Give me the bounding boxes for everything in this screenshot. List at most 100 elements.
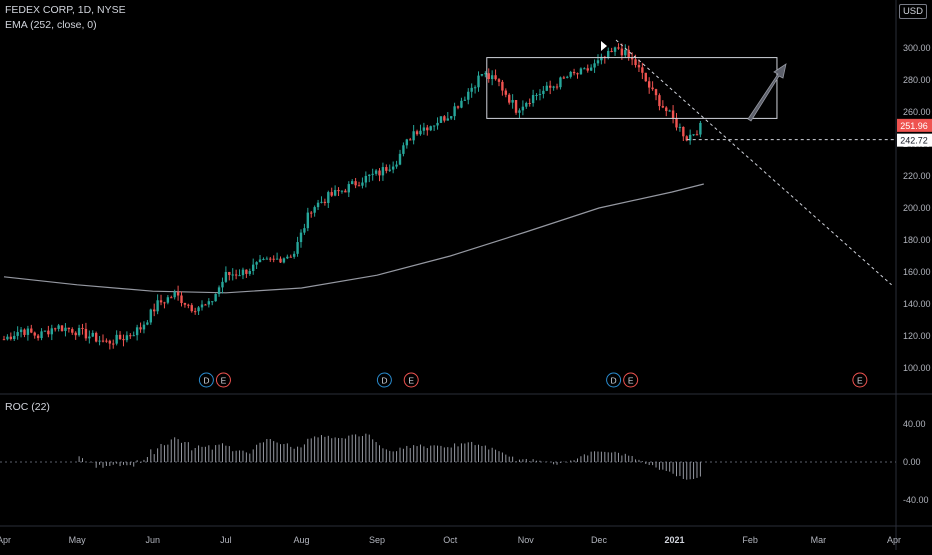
x-tick-label: Apr [0, 535, 11, 545]
candle-body [238, 275, 241, 277]
candle-body [443, 116, 446, 121]
candle-body [292, 253, 296, 257]
dividend-marker [376, 372, 392, 388]
candle-body [419, 130, 422, 135]
candle-body [320, 201, 323, 203]
candle-body [81, 327, 84, 329]
candle-body [470, 87, 473, 92]
candle-body [487, 73, 490, 79]
x-tick-label: Aug [293, 535, 309, 545]
x-tick-label: 2021 [665, 535, 685, 545]
last-price-label: 251.96 [900, 121, 928, 131]
candle-body [269, 258, 272, 260]
currency-badge[interactable]: USD [898, 4, 927, 19]
candle-body [350, 181, 354, 185]
candle-body [40, 331, 43, 339]
candle-body [364, 175, 368, 183]
candle-body [241, 269, 245, 276]
candle-body [258, 259, 262, 263]
candle-body [607, 50, 610, 58]
candle-body [101, 340, 105, 342]
candle-body [146, 322, 149, 325]
candle-body [248, 271, 251, 274]
x-tick-label: Mar [811, 535, 827, 545]
candle-body [187, 304, 190, 306]
candle-body [112, 343, 115, 345]
candle-body [518, 110, 521, 113]
candle-body [166, 297, 170, 303]
roc-tick-label: 0.00 [903, 457, 921, 467]
candle-body [654, 89, 658, 96]
candle-body [402, 145, 405, 154]
candle-body [627, 49, 630, 58]
candle-body [327, 192, 330, 203]
earnings-marker-label: E [857, 376, 863, 386]
range-rectangle [486, 57, 778, 119]
candle-body [149, 309, 152, 323]
dividend-marker [198, 372, 214, 388]
earnings-marker-label: E [408, 376, 414, 386]
candle-body [634, 59, 637, 66]
candle-body [456, 106, 460, 108]
x-tick-label: May [69, 535, 87, 545]
candle-body [74, 332, 77, 336]
candle-body [692, 134, 695, 136]
candle-body [688, 134, 692, 141]
candle-body [617, 47, 620, 49]
level-badge [897, 133, 932, 147]
candle-body [504, 90, 508, 95]
candle-body [50, 328, 53, 335]
candle-body [552, 86, 555, 88]
candle-body [559, 77, 562, 88]
candle-body [224, 271, 228, 282]
candle-body [678, 126, 682, 128]
candle-body [432, 125, 436, 127]
candle-body [436, 122, 439, 126]
candle-body [538, 93, 542, 95]
candle-body [190, 305, 193, 312]
candle-body [699, 122, 702, 135]
candle-body [630, 57, 634, 60]
candle-body [368, 174, 371, 176]
earnings-marker [623, 372, 639, 388]
candle-body [115, 334, 118, 344]
candle-body [228, 271, 231, 276]
candle-body [347, 184, 350, 193]
candle-body [105, 340, 108, 342]
candle-body [357, 185, 361, 187]
candle-body [84, 328, 88, 339]
candle-body [545, 85, 548, 91]
candle-body [531, 95, 535, 104]
ema-line [3, 183, 704, 294]
candle-body [682, 126, 685, 137]
candle-body [303, 228, 306, 233]
candle-body [593, 63, 596, 68]
candle-body [521, 106, 525, 111]
dividend-marker-label: D [203, 376, 209, 386]
candle-body [460, 100, 463, 108]
candle-body [473, 87, 477, 89]
candle-body [429, 126, 432, 131]
candle-body [535, 94, 538, 96]
candle-body [381, 167, 385, 176]
x-tick-label: Sep [369, 535, 385, 545]
candle-body [142, 324, 146, 330]
candle-body [665, 107, 668, 112]
candle-body [306, 212, 310, 229]
candle-body [344, 190, 347, 193]
candle-body [36, 335, 40, 339]
candle-body [675, 118, 678, 128]
candle-body [576, 73, 579, 75]
y-tick-label: 300.00 [903, 43, 931, 53]
x-tick-label: Jul [220, 535, 232, 545]
candle-body [661, 106, 665, 108]
candle-body [446, 118, 449, 121]
candle-body [221, 281, 224, 288]
candle-body [323, 201, 327, 203]
candle-body [252, 264, 255, 272]
candle-body [477, 75, 480, 88]
candle-body [64, 327, 67, 331]
candle-body [299, 232, 303, 243]
